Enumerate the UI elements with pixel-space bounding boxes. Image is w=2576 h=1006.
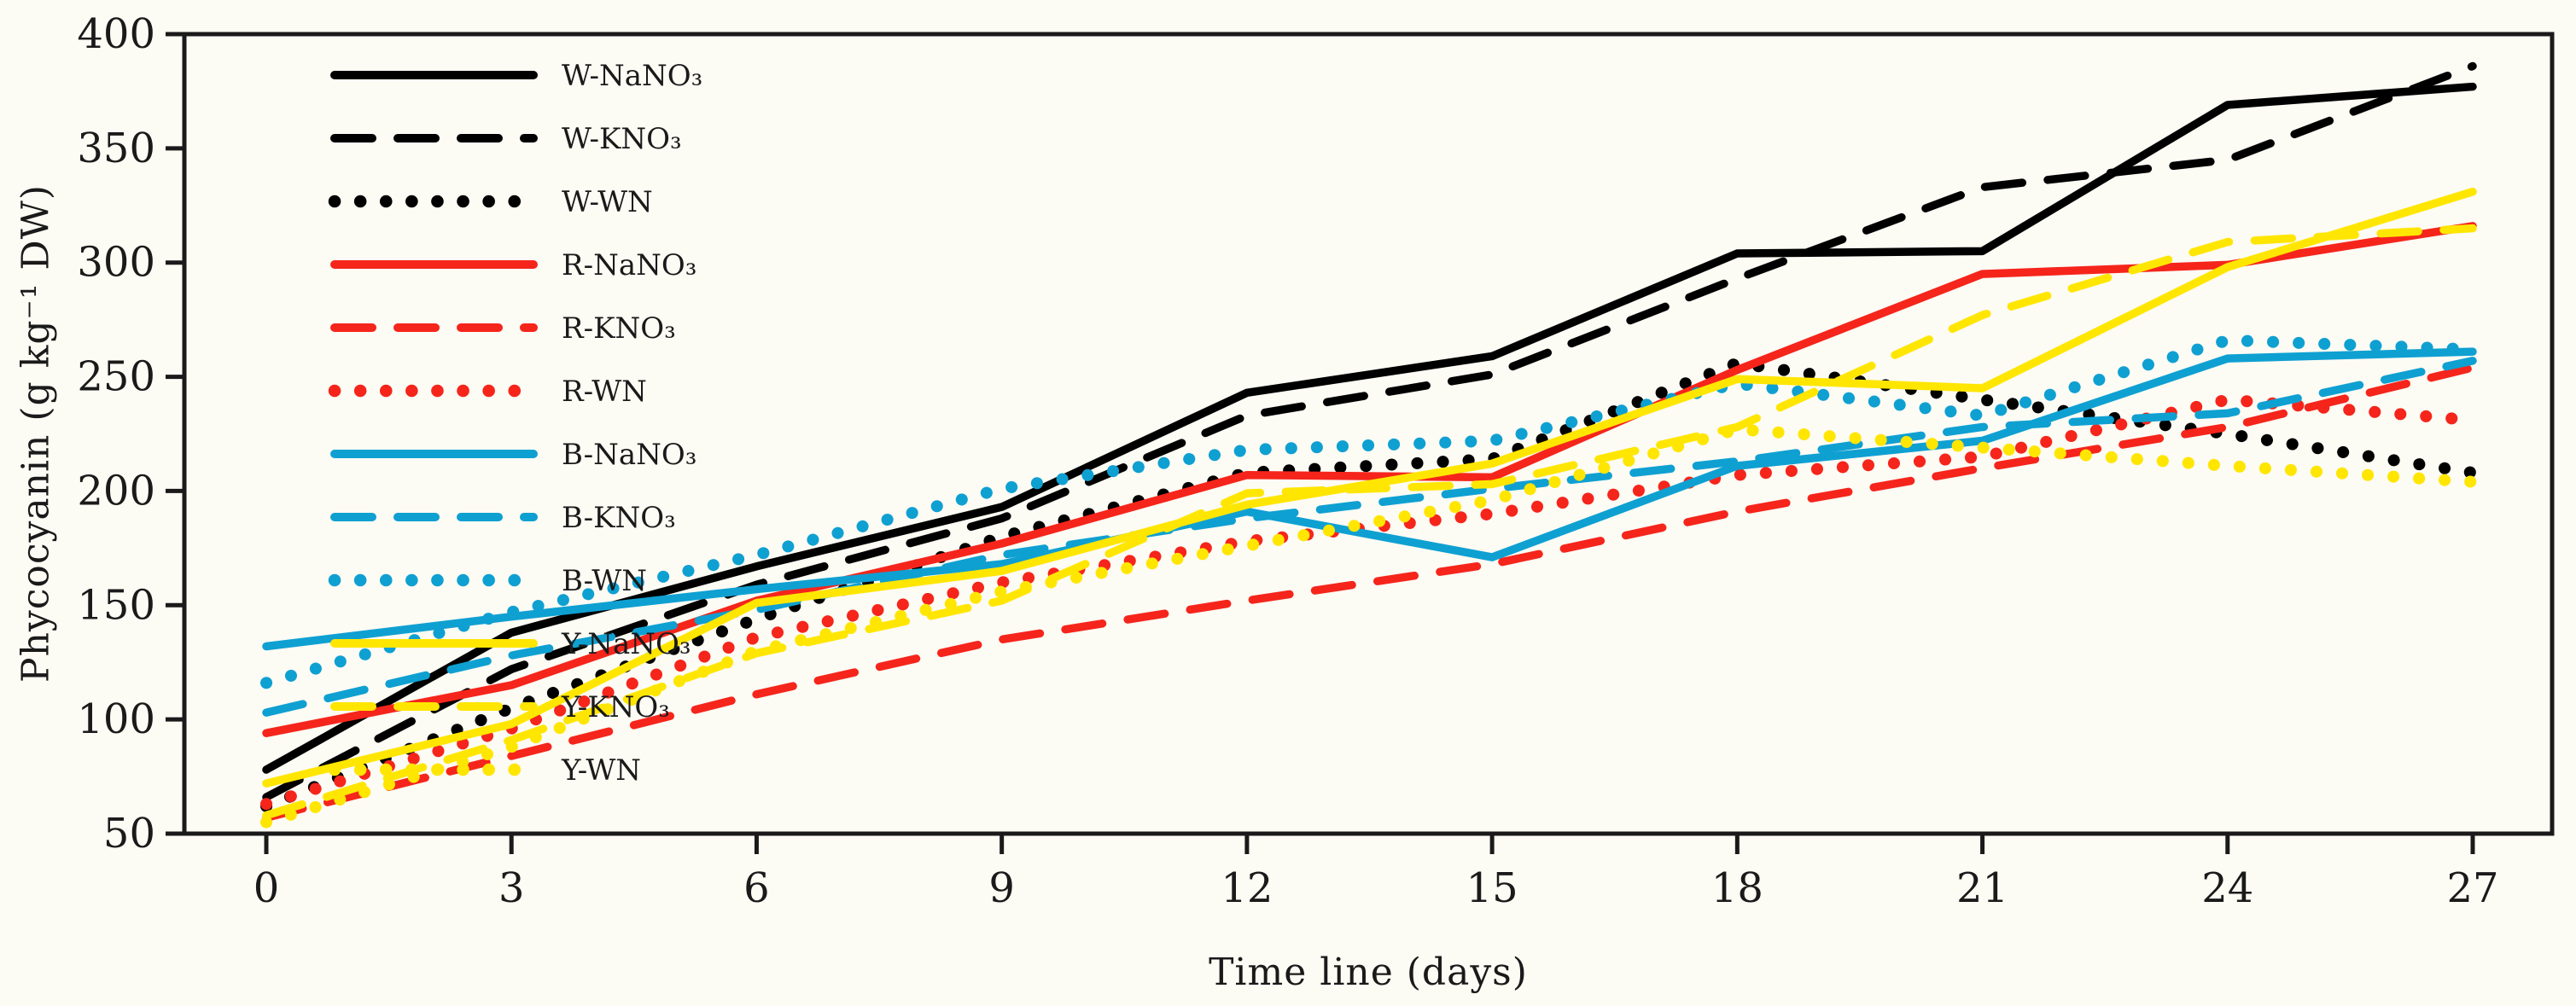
legend-label: Y-NaNO₃ [561, 627, 691, 661]
legend-label: R-WN [562, 375, 647, 409]
y-tick-label-250: 250 [77, 353, 155, 401]
legend-item-B-KNO₃: B-KNO₃ [330, 501, 676, 535]
x-tick-label-9: 9 [988, 864, 1015, 912]
x-tick-label-21: 21 [1956, 864, 2008, 912]
legend-label: B-NaNO₃ [562, 438, 696, 472]
y-tick-label-150: 150 [77, 581, 155, 629]
legend-label: R-NaNO₃ [562, 248, 696, 282]
legend-item-B-WN: B-WN [328, 564, 647, 598]
x-tick-label-0: 0 [254, 864, 280, 912]
legend-label: B-KNO₃ [562, 501, 676, 535]
series-line-R-WN [260, 393, 2479, 811]
legend-item-R-WN: R-WN [328, 375, 647, 409]
legend-label: B-WN [562, 564, 647, 598]
y-tick-label-300: 300 [77, 239, 155, 287]
x-tick-label-12: 12 [1221, 864, 1273, 912]
plot-frame [182, 32, 2555, 836]
legend-item-W-KNO₃: W-KNO₃ [330, 122, 682, 156]
legend-item-B-NaNO₃: B-NaNO₃ [330, 438, 696, 472]
legend-label: W-NaNO₃ [562, 59, 702, 93]
x-tick-label-27: 27 [2446, 864, 2498, 912]
series-line-Y-WN [260, 423, 2479, 829]
x-tick-label-15: 15 [1466, 864, 1518, 912]
x-axis-title: Time line (days) [1209, 951, 1528, 994]
series-line-Y-NaNO₃ [262, 187, 2477, 788]
legend-label: Y-KNO₃ [561, 690, 670, 724]
x-tick-label-6: 6 [743, 864, 770, 912]
legend-item-Y-WN: Y-WN [328, 753, 641, 788]
y-tick-label-50: 50 [103, 810, 155, 858]
legend-item-W-WN: W-WN [328, 185, 653, 219]
series-line-B-NaNO₃ [262, 347, 2477, 651]
y-tick-label-100: 100 [77, 695, 155, 743]
series-line-W-KNO₃ [262, 61, 2477, 801]
series-line-R-KNO₃ [262, 363, 2477, 823]
y-tick-label-350: 350 [77, 125, 155, 172]
x-tick-label-24: 24 [2201, 864, 2253, 912]
y-tick-label-200: 200 [77, 467, 155, 515]
legend-item-Y-KNO₃: Y-KNO₃ [330, 690, 670, 724]
x-tick-label-18: 18 [1711, 864, 1763, 912]
legend-label: R-KNO₃ [562, 311, 676, 346]
x-tick-label-3: 3 [498, 864, 525, 912]
legend-label: W-WN [562, 185, 653, 219]
legend-label: W-KNO₃ [562, 122, 682, 156]
legend-item-Y-NaNO₃: Y-NaNO₃ [330, 627, 691, 661]
y-tick-label-400: 400 [77, 10, 155, 58]
legend-item-R-NaNO₃: R-NaNO₃ [330, 248, 696, 282]
series-line-R-NaNO₃ [262, 222, 2477, 737]
series-line-W-WN [260, 357, 2479, 812]
legend: W-NaNO₃ W-KNO₃ W-WN R-NaNO₃ R-KNO₃ R-WN B-NaNO… [328, 59, 702, 788]
series-line-B-KNO₃ [262, 357, 2477, 717]
legend-item-R-KNO₃: R-KNO₃ [330, 311, 676, 346]
legend-label: Y-WN [561, 753, 641, 788]
y-axis-title: Phycocyanin (g kg⁻¹ DW) [14, 183, 58, 683]
series-line-B-WN [260, 334, 2479, 689]
legend-item-W-NaNO₃: W-NaNO₃ [330, 59, 702, 93]
